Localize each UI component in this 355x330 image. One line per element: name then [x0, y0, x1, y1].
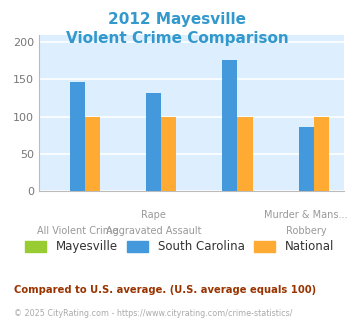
Bar [222, 60, 237, 191]
Bar [237, 117, 253, 191]
Bar [70, 82, 85, 191]
Bar [85, 117, 100, 191]
Text: Compared to U.S. average. (U.S. average equals 100): Compared to U.S. average. (U.S. average … [14, 285, 316, 295]
Text: © 2025 CityRating.com - https://www.cityrating.com/crime-statistics/: © 2025 CityRating.com - https://www.city… [14, 309, 293, 317]
Legend: Mayesville, South Carolina, National: Mayesville, South Carolina, National [20, 236, 339, 258]
Text: Rape: Rape [141, 210, 166, 219]
Bar [146, 93, 161, 191]
Text: All Violent Crime: All Violent Crime [37, 226, 118, 236]
Text: Aggravated Assault: Aggravated Assault [106, 226, 201, 236]
Bar [314, 117, 329, 191]
Text: Robbery: Robbery [286, 226, 327, 236]
Text: Murder & Mans...: Murder & Mans... [264, 210, 348, 219]
Text: 2012 Mayesville: 2012 Mayesville [109, 12, 246, 26]
Text: Violent Crime Comparison: Violent Crime Comparison [66, 31, 289, 46]
Bar [161, 117, 176, 191]
Bar [299, 127, 314, 191]
